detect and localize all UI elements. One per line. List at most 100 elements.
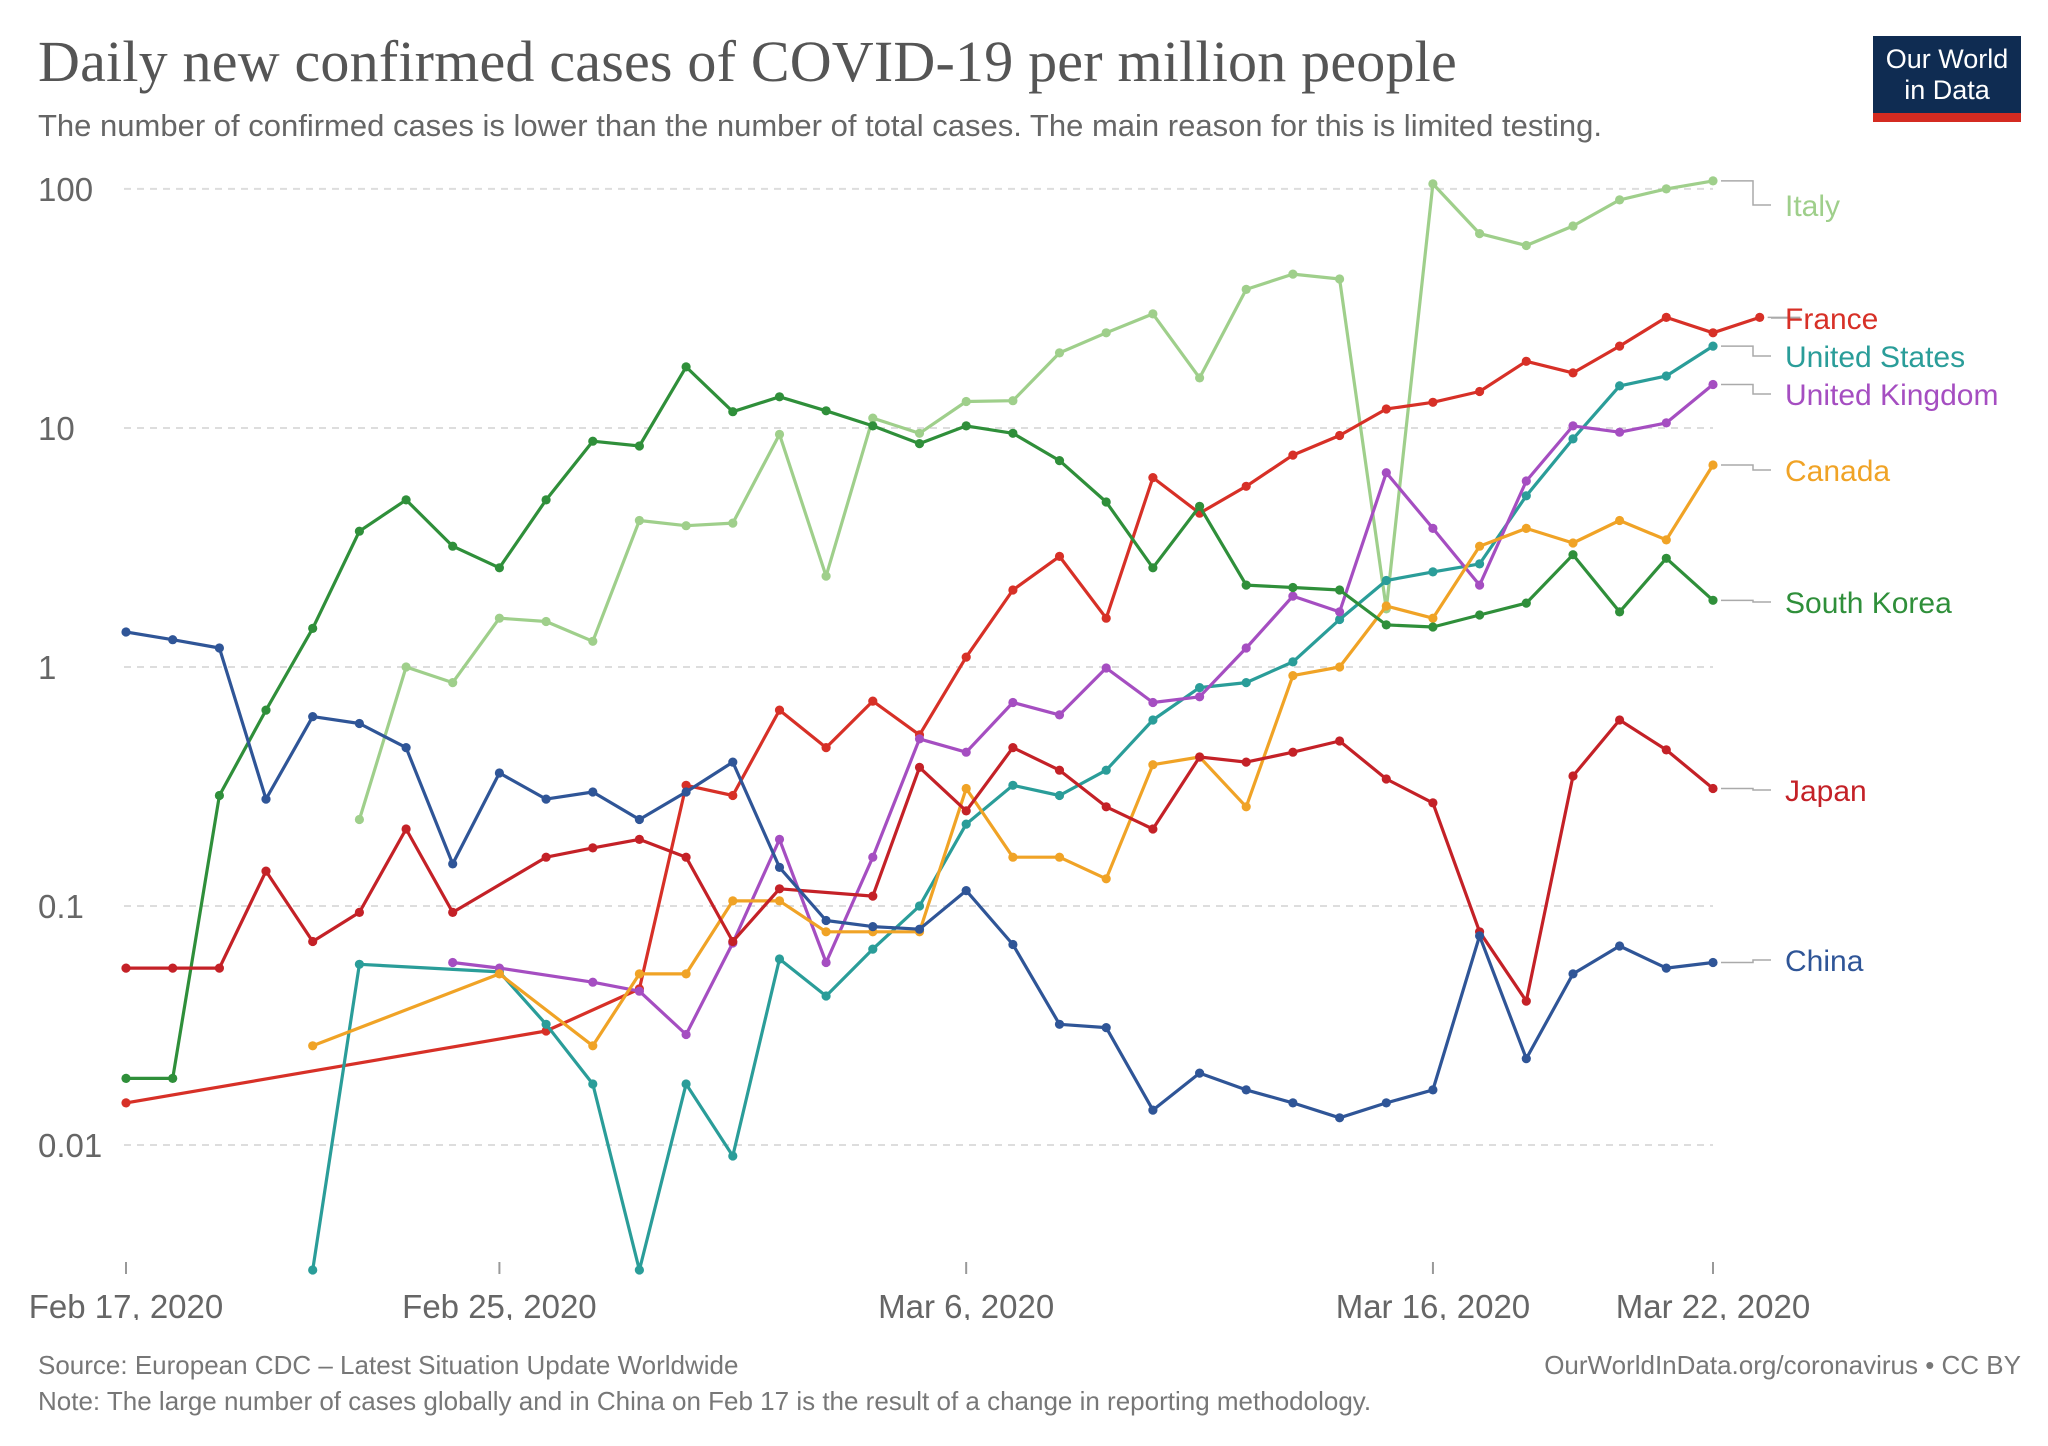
data-point[interactable] (914, 924, 925, 934)
data-point[interactable] (821, 571, 831, 581)
data-point[interactable] (214, 643, 224, 653)
data-point[interactable] (588, 1041, 598, 1051)
data-point[interactable] (1241, 802, 1251, 812)
data-point[interactable] (728, 518, 738, 528)
data-point[interactable] (1148, 1105, 1158, 1115)
data-point[interactable] (214, 963, 224, 973)
data-point[interactable] (1241, 757, 1251, 767)
data-point[interactable] (774, 705, 785, 715)
data-point[interactable] (1054, 852, 1065, 862)
data-point[interactable] (121, 1073, 131, 1083)
data-point[interactable] (541, 495, 551, 505)
data-point[interactable] (774, 954, 785, 964)
series-united-kingdom[interactable] (448, 379, 1718, 1040)
data-point[interactable] (1054, 765, 1065, 775)
data-point[interactable] (681, 969, 691, 979)
data-point[interactable] (1335, 274, 1345, 284)
data-point[interactable] (914, 762, 925, 773)
data-point[interactable] (494, 969, 504, 979)
data-point[interactable] (448, 957, 458, 968)
data-point[interactable] (634, 441, 645, 451)
data-point[interactable] (1568, 550, 1578, 560)
data-point[interactable] (1615, 515, 1625, 526)
data-point[interactable] (961, 783, 971, 794)
data-point[interactable] (448, 907, 458, 918)
data-point[interactable] (308, 1265, 318, 1275)
series-label[interactable]: Japan (1785, 775, 1867, 808)
data-point[interactable] (494, 768, 504, 778)
data-point[interactable] (354, 959, 364, 969)
data-point[interactable] (1008, 697, 1018, 708)
data-point[interactable] (774, 862, 785, 873)
data-point[interactable] (728, 1151, 738, 1161)
data-point[interactable] (401, 824, 411, 834)
data-point[interactable] (214, 790, 224, 801)
data-point[interactable] (681, 362, 691, 372)
data-point[interactable] (1148, 309, 1158, 319)
data-point[interactable] (1241, 678, 1251, 688)
data-point[interactable] (1708, 379, 1718, 390)
data-point[interactable] (634, 986, 645, 996)
series-china[interactable] (121, 627, 1718, 1123)
data-point[interactable] (1615, 341, 1625, 351)
data-point[interactable] (494, 613, 504, 623)
data-point[interactable] (448, 859, 458, 869)
data-point[interactable] (1428, 397, 1438, 407)
data-point[interactable] (308, 1041, 318, 1051)
data-point[interactable] (1241, 284, 1251, 294)
data-point[interactable] (1335, 614, 1345, 625)
data-point[interactable] (1008, 585, 1018, 595)
series-line[interactable] (126, 718, 1715, 1003)
data-point[interactable] (1381, 404, 1391, 414)
data-point[interactable] (821, 991, 831, 1001)
data-point[interactable] (1521, 523, 1531, 534)
data-point[interactable] (961, 421, 971, 431)
data-point[interactable] (1335, 430, 1345, 441)
data-point[interactable] (1195, 752, 1205, 762)
data-point[interactable] (1475, 610, 1485, 620)
data-point[interactable] (1568, 771, 1578, 781)
data-point[interactable] (681, 780, 691, 790)
data-point[interactable] (1521, 491, 1531, 501)
data-point[interactable] (681, 852, 691, 862)
series-line[interactable] (357, 179, 1714, 820)
data-point[interactable] (1101, 1023, 1111, 1033)
data-point[interactable] (774, 834, 785, 845)
data-point[interactable] (1428, 567, 1438, 577)
data-point[interactable] (588, 843, 598, 853)
data-point[interactable] (448, 678, 458, 688)
data-point[interactable] (821, 406, 831, 416)
data-point[interactable] (1288, 582, 1298, 593)
data-point[interactable] (1661, 184, 1671, 194)
data-point[interactable] (681, 1029, 691, 1040)
data-point[interactable] (1288, 269, 1298, 279)
data-point[interactable] (1288, 671, 1298, 681)
data-point[interactable] (1708, 460, 1718, 470)
data-point[interactable] (1008, 428, 1018, 438)
data-point[interactable] (1148, 824, 1158, 834)
data-point[interactable] (728, 896, 738, 906)
data-point[interactable] (1101, 802, 1111, 812)
data-point[interactable] (961, 806, 971, 816)
data-point[interactable] (1521, 598, 1531, 608)
data-point[interactable] (1475, 541, 1485, 551)
data-point[interactable] (168, 963, 178, 973)
data-point[interactable] (681, 1079, 691, 1089)
series-line[interactable] (125, 630, 1714, 1120)
data-point[interactable] (1195, 692, 1205, 702)
data-point[interactable] (1381, 620, 1391, 630)
data-point[interactable] (1381, 601, 1391, 611)
data-point[interactable] (1241, 481, 1251, 491)
data-point[interactable] (1568, 434, 1578, 444)
data-point[interactable] (1475, 559, 1485, 569)
data-point[interactable] (774, 884, 785, 894)
series-label[interactable]: United States (1785, 341, 1965, 374)
data-point[interactable] (868, 852, 878, 862)
data-point[interactable] (1335, 585, 1345, 595)
data-point[interactable] (1661, 535, 1671, 545)
data-point[interactable] (728, 790, 738, 801)
data-point[interactable] (401, 495, 411, 505)
source-url[interactable]: OurWorldInData.org/coronavirus • CC BY (1544, 1350, 2021, 1380)
data-point[interactable] (1101, 663, 1111, 673)
data-point[interactable] (1708, 957, 1718, 968)
